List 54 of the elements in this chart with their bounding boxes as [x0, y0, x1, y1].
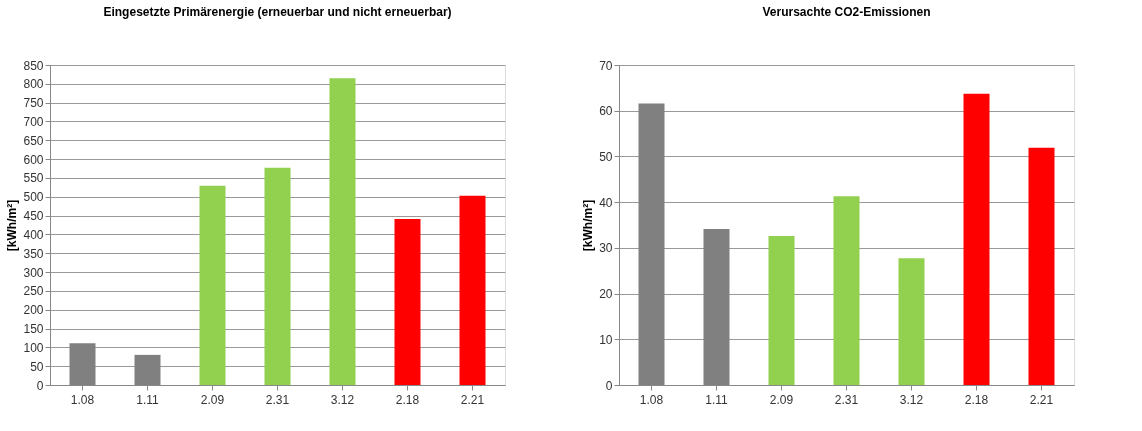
y-tick-label: 450	[23, 209, 44, 224]
x-tick-label: 2.21	[460, 392, 485, 407]
y-tick-label: 10	[599, 332, 613, 347]
y-tick-label: 400	[23, 227, 44, 242]
y-tick-label: 600	[23, 152, 44, 167]
x-tick-label: 2.18	[964, 392, 989, 407]
y-tick-label: 500	[23, 190, 44, 205]
bar	[898, 258, 925, 385]
y-axis-title: [kWh/m²]	[581, 199, 596, 252]
y-tick-label: 850	[23, 58, 44, 73]
y-tick-label: 0	[605, 378, 613, 393]
x-tick-label: 1.11	[705, 392, 729, 407]
bar	[833, 196, 860, 385]
bar	[459, 195, 486, 385]
y-tick-label: 70	[599, 58, 613, 73]
y-tick-label: 550	[23, 171, 44, 186]
bar	[329, 78, 356, 385]
bar	[963, 93, 990, 385]
y-tick-label: 50	[30, 359, 44, 374]
x-tick-label: 2.21	[1029, 392, 1054, 407]
y-tick-label: 350	[23, 246, 44, 261]
y-axis-title: [kWh/m²]	[5, 199, 20, 252]
y-tick-label: 700	[23, 114, 44, 129]
x-tick-label: 2.09	[769, 392, 794, 407]
x-tick-label: 3.12	[899, 392, 924, 407]
bar	[394, 218, 421, 385]
y-tick-label: 100	[23, 340, 44, 355]
chart-title: Eingesetzte Primärenergie (erneuerbar und nicht erneuerbar)	[103, 5, 452, 19]
y-tick-label: 300	[23, 265, 44, 280]
x-tick-label: 2.18	[395, 392, 420, 407]
y-tick-label: 650	[23, 133, 44, 148]
y-tick-label: 30	[599, 241, 613, 256]
chart-title: Verursachte CO2-Emissionen	[762, 5, 931, 19]
bar	[1028, 147, 1055, 385]
y-tick-label: 750	[23, 96, 44, 111]
y-tick-label: 50	[599, 149, 613, 164]
y-tick-label: 800	[23, 77, 44, 92]
y-tick-label: 250	[23, 284, 44, 299]
y-tick-label: 0	[36, 378, 44, 393]
x-tick-label: 3.12	[330, 392, 355, 407]
y-tick-label: 40	[599, 195, 613, 210]
bar	[199, 185, 226, 385]
y-tick-label: 20	[599, 287, 613, 302]
x-tick-label: 2.09	[200, 392, 225, 407]
x-tick-label: 1.08	[639, 392, 664, 407]
y-tick-label: 150	[23, 322, 44, 337]
y-tick-label: 60	[599, 104, 613, 119]
x-tick-label: 1.08	[70, 392, 95, 407]
y-tick-label: 200	[23, 303, 44, 318]
bar	[768, 235, 795, 385]
x-tick-label: 2.31	[834, 392, 859, 407]
x-tick-label: 1.11	[136, 392, 160, 407]
bar	[264, 167, 291, 385]
x-tick-label: 2.31	[265, 392, 290, 407]
